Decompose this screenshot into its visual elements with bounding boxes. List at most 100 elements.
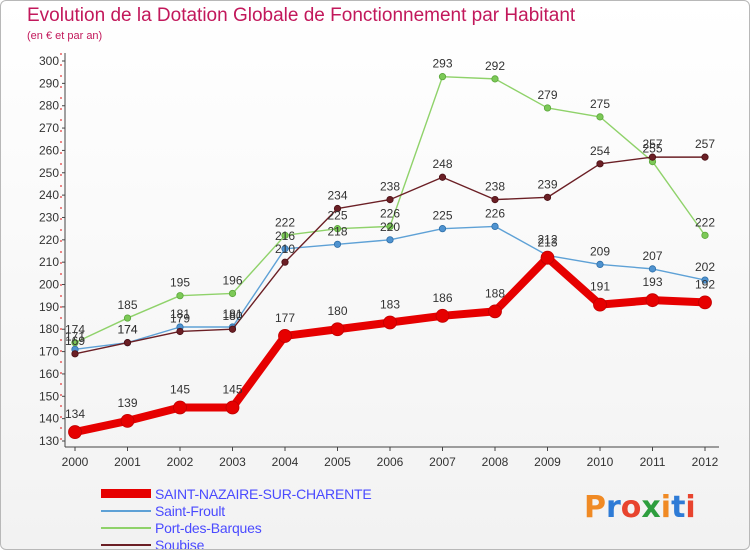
data-label-saint-nazaire-sur-charente: 145 <box>222 382 242 396</box>
data-point-saint-froult <box>491 222 499 231</box>
data-label-saint-froult: 225 <box>432 209 452 223</box>
y-tick-label: 140 <box>39 412 59 426</box>
data-label-port-des-barques: 275 <box>590 97 610 111</box>
data-point-soubise <box>386 195 394 204</box>
logo-letter: t <box>671 490 686 525</box>
data-label-saint-froult: 207 <box>642 249 662 263</box>
y-tick-label: 150 <box>39 389 59 403</box>
data-point-port-des-barques <box>176 292 184 300</box>
data-label-saint-froult: 174 <box>117 323 137 337</box>
x-tick-label: 2011 <box>640 455 666 469</box>
data-point-saint-nazaire-sur-charente <box>435 308 450 323</box>
data-label-saint-nazaire-sur-charente: 186 <box>432 291 452 305</box>
data-label-soubise: 174 <box>117 323 137 337</box>
data-label-saint-nazaire-sur-charente: 134 <box>65 407 85 421</box>
data-point-soubise <box>123 339 132 347</box>
data-label-saint-froult: 220 <box>380 220 400 234</box>
data-point-saint-nazaire-sur-charente <box>645 293 660 308</box>
data-label-saint-nazaire-sur-charente: 145 <box>170 382 190 396</box>
data-point-saint-nazaire-sur-charente <box>540 250 555 265</box>
data-point-saint-nazaire-sur-charente <box>68 425 82 439</box>
x-tick-label: 2001 <box>114 455 141 469</box>
data-point-soubise <box>228 325 237 333</box>
y-tick-label: 290 <box>39 76 59 90</box>
chart-subtitle: (en € et par an) <box>27 30 103 42</box>
data-label-port-des-barques: 255 <box>642 142 662 156</box>
data-label-port-des-barques: 225 <box>327 209 347 223</box>
data-label-saint-nazaire-sur-charente: 212 <box>537 233 557 247</box>
data-label-soubise: 257 <box>695 137 715 151</box>
y-tick-label: 190 <box>39 300 59 314</box>
y-tick-label: 230 <box>39 210 59 224</box>
data-label-soubise: 180 <box>222 309 242 323</box>
data-label-port-des-barques: 222 <box>695 215 715 229</box>
legend-label: Soubise <box>155 536 205 550</box>
y-tick-label: 200 <box>39 278 59 292</box>
data-label-saint-nazaire-sur-charente: 183 <box>380 298 400 312</box>
data-point-saint-nazaire-sur-charente <box>225 400 240 415</box>
data-point-soubise <box>438 173 447 181</box>
data-point-port-des-barques <box>333 225 342 233</box>
legend-label: Saint-Froult <box>155 502 225 519</box>
data-label-soubise: 257 <box>642 137 662 151</box>
data-label-soubise: 254 <box>590 144 610 158</box>
logo-letter: x <box>641 490 661 525</box>
data-point-soubise <box>176 327 184 336</box>
data-point-port-des-barques <box>123 314 132 322</box>
data-point-saint-nazaire-sur-charente <box>698 295 712 310</box>
y-tick-label: 280 <box>39 99 59 113</box>
data-label-saint-nazaire-sur-charente: 193 <box>642 275 662 289</box>
x-tick-label: 2004 <box>272 455 299 469</box>
data-point-soubise <box>281 258 289 266</box>
x-tick-label: 2006 <box>377 455 404 469</box>
data-point-port-des-barques <box>701 231 709 239</box>
data-label-port-des-barques: 195 <box>170 276 190 290</box>
y-tick-label: 260 <box>39 143 59 157</box>
y-tick-label: 270 <box>39 121 59 135</box>
data-label-saint-nazaire-sur-charente: 192 <box>695 277 715 291</box>
data-label-saint-froult: 218 <box>327 224 347 238</box>
logo-letter: o <box>620 490 642 525</box>
data-point-saint-froult <box>648 265 657 273</box>
data-label-saint-froult: 226 <box>485 206 505 220</box>
data-point-saint-nazaire-sur-charente <box>488 304 502 319</box>
data-label-soubise: 238 <box>485 180 505 194</box>
legend-item: Soubise <box>101 536 371 550</box>
data-point-soubise <box>648 153 657 161</box>
data-label-port-des-barques: 196 <box>222 273 242 287</box>
data-point-soubise <box>543 193 552 201</box>
data-label-soubise: 234 <box>327 189 347 203</box>
data-label-soubise: 169 <box>65 334 85 348</box>
proxiti-logo: Proxiti <box>584 490 696 525</box>
data-point-saint-froult <box>386 236 394 244</box>
data-label-saint-froult: 209 <box>590 244 610 258</box>
data-label-saint-froult: 181 <box>222 307 242 321</box>
data-label-port-des-barques: 222 <box>275 215 295 229</box>
y-tick-label: 160 <box>39 367 59 381</box>
data-point-port-des-barques <box>281 231 289 239</box>
data-label-saint-nazaire-sur-charente: 177 <box>275 311 295 325</box>
data-label-saint-froult: 171 <box>65 329 85 343</box>
data-label-port-des-barques: 226 <box>380 206 400 220</box>
data-label-saint-froult: 202 <box>695 260 715 274</box>
data-point-soubise <box>491 195 499 204</box>
x-tick-label: 2007 <box>429 455 456 469</box>
y-tick-label: 180 <box>39 322 59 336</box>
data-label-soubise: 179 <box>170 311 190 325</box>
data-label-saint-nazaire-sur-charente: 180 <box>327 304 347 318</box>
legend-item: SAINT-NAZAIRE-SUR-CHARENTE <box>101 485 372 502</box>
data-label-soubise: 248 <box>432 157 452 171</box>
legend-label: SAINT-NAZAIRE-SUR-CHARENTE <box>155 485 372 502</box>
data-point-soubise <box>596 160 604 168</box>
data-point-port-des-barques <box>596 113 604 121</box>
data-label-soubise: 238 <box>380 180 400 194</box>
data-point-soubise <box>333 204 342 213</box>
data-point-port-des-barques <box>228 289 237 298</box>
data-point-soubise <box>701 153 709 161</box>
logo-letter: r <box>606 490 621 525</box>
data-point-port-des-barques <box>491 75 499 83</box>
x-tick-label: 2012 <box>692 455 719 469</box>
data-point-soubise <box>71 350 79 358</box>
legend-swatch <box>101 526 151 529</box>
